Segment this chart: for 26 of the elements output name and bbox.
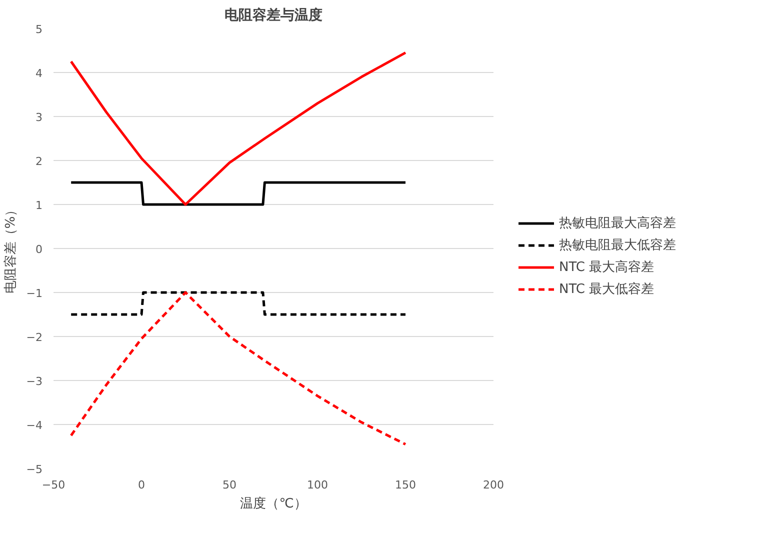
y-tick-label: 3 — [36, 111, 42, 124]
legend-label: 热敏电阻最大高容差 — [559, 215, 676, 232]
x-axis-title: 温度（℃） — [240, 496, 307, 512]
y-tick-label: 5 — [36, 23, 42, 36]
y-axis-title: 电阻容差（%） — [2, 203, 18, 294]
y-tick-label: −2 — [26, 331, 43, 344]
chart-title: 电阻容差与温度 — [224, 6, 322, 24]
line-series — [70, 51, 407, 206]
y-tick-label: 0 — [36, 243, 42, 256]
x-tick-label: 100 — [307, 478, 328, 492]
x-tick-label: −50 — [42, 478, 66, 492]
x-tick-label: 50 — [222, 478, 236, 492]
y-tick-label: −5 — [26, 463, 43, 476]
y-tick-label: 4 — [36, 67, 42, 80]
legend-label: NTC 最大高容差 — [559, 259, 654, 276]
y-tick-label: 1 — [36, 199, 42, 212]
y-tick-label: −3 — [26, 375, 43, 388]
y-tick-label: −4 — [26, 419, 43, 432]
y-tick-label: 2 — [36, 155, 42, 168]
x-tick-label: 150 — [395, 478, 416, 492]
y-tick-label: −1 — [26, 287, 43, 300]
x-tick-label: 200 — [483, 478, 504, 492]
line-series — [70, 291, 407, 446]
legend-label: NTC 最大低容差 — [559, 281, 654, 298]
legend-label: 热敏电阻最大低容差 — [559, 237, 676, 254]
x-tick-label: 0 — [138, 478, 145, 492]
